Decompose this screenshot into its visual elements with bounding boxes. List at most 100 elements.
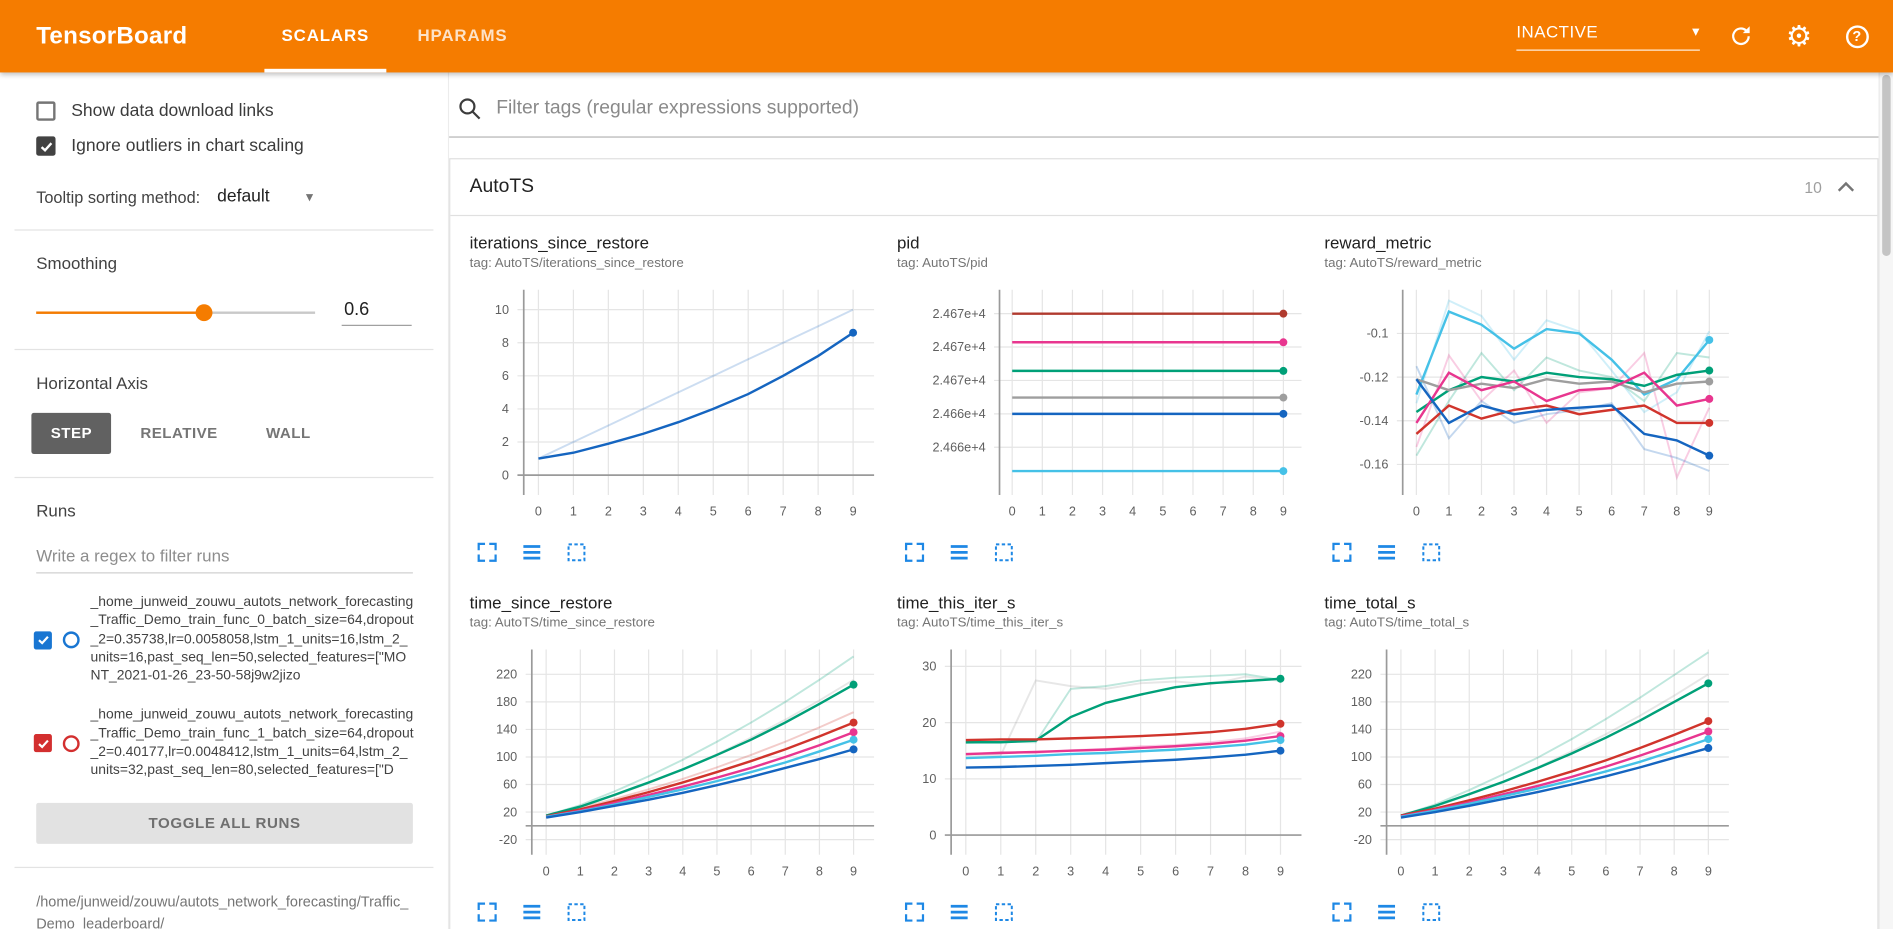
collapse-button[interactable] [1834,177,1858,196]
tag-filter-row [449,95,1879,138]
svg-text:60: 60 [503,778,517,792]
fit-domain-button[interactable] [561,897,590,926]
fit-domain-icon [1421,902,1440,921]
tooltip-sorting-value: default [217,187,270,207]
svg-text:180: 180 [496,695,517,709]
line-chart: 0 1 2 3 4 5 6 7 8 9 -20 20 60 100 140 180 220 [1351,649,1729,878]
runs-label: Runs [36,501,76,521]
show-download-links-checkbox[interactable]: Show data download links [36,101,411,121]
svg-text:5: 5 [1137,864,1144,878]
data-table-icon [1377,544,1395,559]
svg-text:-0.16: -0.16 [1360,458,1389,472]
chart-card: iterations_since_restore tag: AutoTS/iter… [470,233,897,566]
run-item[interactable]: _home_junweid_zouwu_autots_network_forec… [33,594,414,686]
svg-text:4: 4 [502,402,509,416]
run-checkbox[interactable] [33,631,52,650]
relative-button[interactable]: RELATIVE [121,413,237,454]
fit-domain-icon [566,902,585,921]
svg-text:8: 8 [502,336,509,350]
chart-data-button[interactable] [517,537,546,566]
toggle-all-runs-button[interactable]: TOGGLE ALL RUNS [36,802,413,844]
fullscreen-icon [1331,542,1351,562]
runs-filter-input[interactable] [36,538,413,574]
svg-text:0: 0 [962,864,969,878]
svg-text:8: 8 [815,505,822,519]
app-header: TensorBoard SCALARS HPARAMS INACTIVE ▾ ⚙… [0,0,1893,73]
data-table-icon [522,544,540,559]
smoothing-value[interactable]: 0.6 [341,299,412,326]
chart-data-button[interactable] [944,537,973,566]
fit-domain-button[interactable] [989,897,1018,926]
run-checkbox[interactable] [33,734,52,753]
chart-data-button[interactable] [944,897,973,926]
fit-domain-button[interactable] [1416,897,1445,926]
help-button[interactable]: ? [1840,19,1874,53]
chart-tag: tag: AutoTS/time_total_s [1324,615,1470,631]
line-chart: 0 1 2 3 4 5 6 7 8 9 2.467e+4 2.467e+4 2.467e+4 2.466e… [932,289,1302,519]
chart-tag: tag: AutoTS/time_this_iter_s [897,615,1064,631]
log-path: /home/junweid/zouwu/autots_network_forec… [36,892,409,929]
run-label: _home_junweid_zouwu_autots_network_forec… [90,707,414,778]
svg-text:-0.12: -0.12 [1360,370,1389,384]
svg-text:2: 2 [1032,864,1039,878]
chart-card: time_this_iter_s tag: AutoTS/time_this_it… [897,593,1324,926]
scrollbar[interactable] [1878,72,1893,929]
status-dropdown[interactable]: INACTIVE ▾ [1516,22,1700,51]
expand-chart-button[interactable] [472,897,501,926]
svg-text:5: 5 [1568,864,1575,878]
smoothing-slider[interactable] [36,304,316,322]
ignore-outliers-checkbox[interactable]: Ignore outliers in chart scaling [36,136,411,156]
card-header-right: 10 [1804,177,1858,196]
fit-domain-button[interactable] [989,537,1018,566]
run-radio[interactable] [62,735,80,753]
tag-filter-input[interactable] [496,97,1872,120]
refresh-button[interactable] [1724,19,1758,53]
chart-data-button[interactable] [517,897,546,926]
search-icon [459,98,481,120]
chart-data-button[interactable] [1371,537,1400,566]
chart-toolbar [1324,537,1751,566]
fit-domain-button[interactable] [561,537,590,566]
chart-card: reward_metric tag: AutoTS/reward_metric 0 1… [1324,233,1751,566]
card-header[interactable]: AutoTS 10 [450,159,1878,217]
svg-text:7: 7 [1641,505,1648,519]
tab-scalars[interactable]: SCALARS [264,0,387,73]
chart-toolbar [1324,897,1751,926]
svg-text:60: 60 [1358,778,1372,792]
chart-data-button[interactable] [1371,897,1400,926]
svg-text:140: 140 [1351,723,1372,737]
expand-chart-button[interactable] [472,537,501,566]
card-title: AutoTS [469,176,535,197]
scrollbar-thumb[interactable] [1882,74,1891,256]
chart-card: time_total_s tag: AutoTS/time_total_s 0 1 2 3… [1324,593,1751,926]
wall-button[interactable]: WALL [247,413,330,454]
expand-chart-button[interactable] [899,897,928,926]
svg-text:6: 6 [748,864,755,878]
tooltip-sorting-select[interactable]: default ▾ [217,187,313,206]
refresh-icon [1732,26,1750,46]
run-item[interactable]: _home_junweid_zouwu_autots_network_forec… [33,707,414,781]
fit-domain-button[interactable] [1416,537,1445,566]
svg-text:3: 3 [640,505,647,519]
line-chart: 0 1 2 3 4 5 6 7 8 9 -20 20 60 100 140 180 220 [496,649,875,878]
tab-hparams[interactable]: HPARAMS [417,24,508,45]
svg-text:-20: -20 [1354,833,1372,847]
svg-text:2.466e+4: 2.466e+4 [932,407,985,421]
step-button[interactable]: STEP [31,412,112,454]
run-radio[interactable] [62,631,80,649]
svg-text:4: 4 [1129,505,1136,519]
expand-chart-button[interactable] [1327,537,1356,566]
settings-button[interactable]: ⚙ [1782,19,1816,53]
svg-text:8: 8 [1673,505,1680,519]
autots-card: AutoTS 10 iterations_since_restore tag: A… [449,158,1879,929]
chart-title: reward_metric [1324,233,1432,253]
slider-thumb[interactable] [195,304,212,322]
expand-chart-button[interactable] [899,537,928,566]
status-label: INACTIVE [1516,21,1599,42]
svg-text:1: 1 [570,505,577,519]
charts-grid: iterations_since_restore tag: AutoTS/iter… [450,216,1877,929]
expand-chart-button[interactable] [1327,897,1356,926]
svg-text:8: 8 [1242,864,1249,878]
chart-card: time_since_restore tag: AutoTS/time_since… [470,593,897,926]
svg-text:10: 10 [495,303,509,317]
